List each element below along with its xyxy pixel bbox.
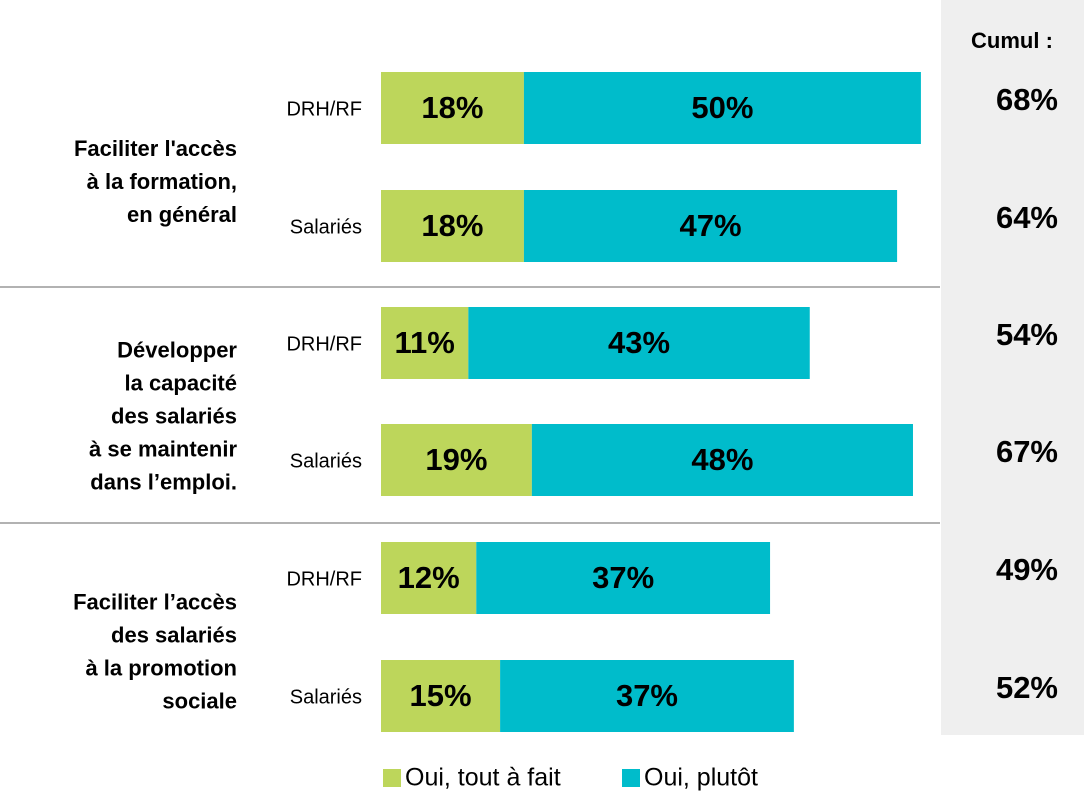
bar-segment: [381, 424, 532, 496]
value-label: 15%: [410, 678, 472, 713]
category-label: Salariés: [290, 216, 362, 238]
group-label: Développer: [117, 337, 237, 362]
bar-segment: [381, 307, 469, 379]
legend-swatch: [383, 769, 401, 787]
total-label: 68%: [996, 82, 1058, 117]
value-label: 18%: [421, 90, 483, 125]
value-label: 18%: [421, 208, 483, 243]
value-label: 12%: [398, 560, 460, 595]
legend-label: Oui, plutôt: [644, 764, 758, 792]
total-label: 52%: [996, 670, 1058, 705]
category-label: DRH/RF: [286, 333, 362, 355]
bar-segment: [523, 72, 921, 144]
bar-segment: [468, 307, 810, 379]
value-label: 43%: [608, 325, 670, 360]
value-label: 50%: [691, 90, 753, 125]
group-label: à se maintenir: [89, 436, 237, 461]
category-label: Salariés: [290, 686, 362, 708]
bar-segment: [381, 542, 477, 614]
total-label: 49%: [996, 552, 1058, 587]
group-label: à la promotion: [85, 655, 237, 680]
bar-segment: [381, 72, 524, 144]
value-label: 47%: [679, 208, 741, 243]
bar-segment: [381, 660, 501, 732]
bar-segment: [381, 190, 524, 262]
bar-segment: [531, 424, 913, 496]
bar-segment: [500, 660, 794, 732]
total-label: 64%: [996, 200, 1058, 235]
totals-title: Cumul :: [971, 28, 1053, 53]
value-label: 19%: [425, 442, 487, 477]
value-label: 48%: [691, 442, 753, 477]
group-label: à la formation,: [87, 169, 237, 194]
totals-panel: [941, 0, 1084, 735]
group-label: des salariés: [111, 403, 237, 428]
value-label: 37%: [592, 560, 654, 595]
group-label: dans l’emploi.: [90, 469, 237, 494]
legend-label: Oui, tout à fait: [405, 764, 561, 792]
bar-segment: [476, 542, 771, 614]
group-label: sociale: [162, 688, 237, 713]
legend-swatch: [622, 769, 640, 787]
category-label: DRH/RF: [286, 98, 362, 120]
group-label: Faciliter l’accès: [73, 589, 237, 614]
total-label: 67%: [996, 434, 1058, 469]
category-label: DRH/RF: [286, 568, 362, 590]
category-label: Salariés: [290, 450, 362, 472]
group-label: Faciliter l'accès: [74, 136, 237, 161]
value-label: 11%: [394, 325, 454, 360]
group-label: la capacité: [124, 370, 237, 395]
bar-segment: [523, 190, 898, 262]
group-label: en général: [127, 202, 237, 227]
value-label: 37%: [616, 678, 678, 713]
total-label: 54%: [996, 317, 1058, 352]
group-label: des salariés: [111, 622, 237, 647]
